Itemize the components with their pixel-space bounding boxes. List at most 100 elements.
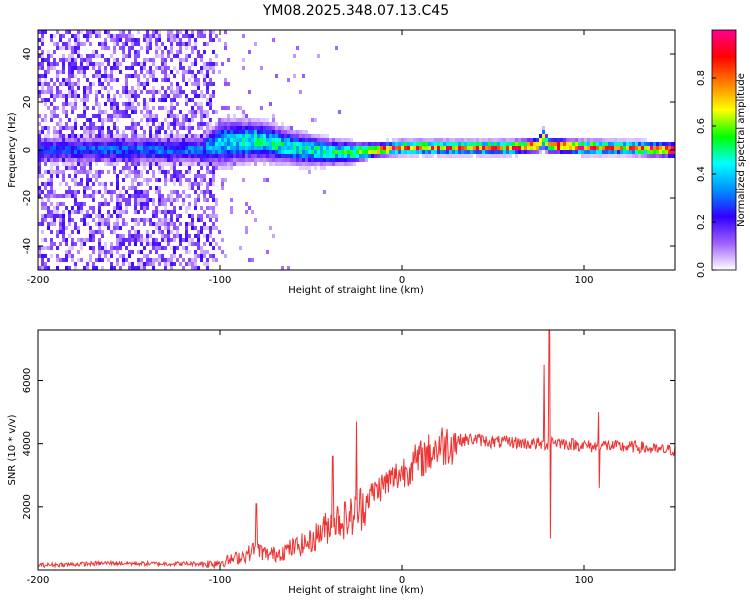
spectrogram-cell-2219 xyxy=(230,146,233,150)
spectrogram-cell-80 xyxy=(44,102,47,106)
spectrogram-cell-1374 xyxy=(152,174,155,178)
spectrogram-cell-2614 xyxy=(329,162,332,166)
spectrogram-cell-2411 xyxy=(272,118,275,122)
spectrogram-cell-2947 xyxy=(530,138,533,142)
spectrogram-cell-2160 xyxy=(221,134,224,138)
spectrogram-cell-405 xyxy=(71,146,74,150)
spectrogram-cell-2852 xyxy=(467,154,470,158)
spectrogram-cell-1009 xyxy=(122,210,125,214)
spectrogram-cell-1100 xyxy=(131,102,134,106)
spectrogram-cell-1914 xyxy=(197,158,200,162)
spectrogram-cell-1277 xyxy=(146,34,149,38)
spectrogram-cell-3070 xyxy=(611,142,614,146)
spectrogram-cell-2847 xyxy=(464,154,467,158)
spectrogram-cell-2710 xyxy=(380,150,383,154)
spectrogram-cell-2272 xyxy=(242,114,245,118)
spectrogram-cell-940 xyxy=(116,210,119,214)
spectrogram-cell-2616 xyxy=(332,142,335,146)
spectrogram-cell-369 xyxy=(68,162,71,166)
spectrogram-cell-1820 xyxy=(188,242,191,246)
spectrogram-cell-387 xyxy=(71,54,74,58)
snr-frame xyxy=(37,329,676,571)
spectrogram-cell-525 xyxy=(80,246,83,250)
spectrogram-cell-1798 xyxy=(188,126,191,130)
spectrogram-cell-680 xyxy=(95,114,98,118)
spectrogram-cell-1682 xyxy=(176,214,179,218)
spectrogram-cell-1208 xyxy=(140,62,143,66)
spectrogram-cell-3154 xyxy=(665,146,668,150)
spectrogram-cell-2050 xyxy=(209,98,212,102)
spectrogram-cell-1109 xyxy=(131,142,134,146)
spectrogram-cell-1977 xyxy=(203,94,206,98)
spectrogram-cell-861 xyxy=(110,162,113,166)
spectrogram-cell-726 xyxy=(98,182,101,186)
spectrogram-cell-1192 xyxy=(137,182,140,186)
spectrogram-cell-2867 xyxy=(479,138,482,142)
spectrogram-cell-1951 xyxy=(200,154,203,158)
spectrogram-cell-2247 xyxy=(236,138,239,142)
spectrogram-cell-2968 xyxy=(542,142,545,146)
spectrogram-cell-933 xyxy=(116,178,119,182)
spectrogram-cell-2270 xyxy=(242,66,245,70)
spectrogram-cell-1229 xyxy=(140,198,143,202)
spectrogram-cell-2465 xyxy=(284,154,287,158)
spectrogram-cell-2683 xyxy=(362,146,365,150)
spectrogram-cell-710 xyxy=(98,102,101,106)
spectrogram-cell-2297 xyxy=(245,158,248,162)
spectrogram-cell-2157 xyxy=(221,122,224,126)
spectrogram-cell-1972 xyxy=(203,62,206,66)
spectrogram-cell-669 xyxy=(95,30,98,34)
spectrogram-cell-2622 xyxy=(335,46,338,50)
spectrogram-cell-574 xyxy=(86,94,89,98)
spectrogram-cell-292 xyxy=(62,146,65,150)
spectrogram-cell-685 xyxy=(95,146,98,150)
spectrogram-cell-93 xyxy=(44,182,47,186)
spectrogram-cell-2433 xyxy=(275,154,278,158)
spectrogram-cell-1346 xyxy=(149,242,152,246)
spectrogram-cell-792 xyxy=(104,150,107,154)
spectrogram-cell-47 xyxy=(41,118,44,122)
spectrogram-cell-1196 xyxy=(137,202,140,206)
spectrogram-cell-2978 xyxy=(548,150,551,154)
spectrogram-cell-434 xyxy=(74,94,77,98)
spectrogram-cell-1085 xyxy=(128,242,131,246)
spectrogram-cell-2814 xyxy=(446,142,449,146)
spectrogram-cell-2922 xyxy=(512,138,515,142)
spectrogram-cell-1074 xyxy=(128,162,131,166)
spectrogram-cell-1763 xyxy=(185,114,188,118)
spectrogram-cell-2202 xyxy=(227,130,230,134)
spectrogram-cell-2480 xyxy=(290,126,293,130)
spectrogram-cell-142 xyxy=(50,62,53,66)
spectrogram-cell-2290 xyxy=(245,130,248,134)
spectrogram-cell-2065 xyxy=(209,170,212,174)
spectrogram-cell-806 xyxy=(104,254,107,258)
spectrogram-cell-2124 xyxy=(215,146,218,150)
spectrogram-cell-1790 xyxy=(188,54,191,58)
spectrogram-cell-2220 xyxy=(230,150,233,154)
spectrogram-cell-3076 xyxy=(614,146,617,150)
spectrogram-cell-2566 xyxy=(314,146,317,150)
spectrogram-cell-2752 xyxy=(407,146,410,150)
spectrogram-cell-1353 xyxy=(152,62,155,66)
spectrogram-cell-3114 xyxy=(638,138,641,142)
spectrogram-cell-2475 xyxy=(287,150,290,154)
spectrogram-cell-1197 xyxy=(137,210,140,214)
spectrogram-cell-2257 xyxy=(239,126,242,130)
spectrogram-cell-268 xyxy=(59,218,62,222)
spectrogram-cell-139 xyxy=(50,34,53,38)
spectrogram-cell-2973 xyxy=(545,146,548,150)
spectrogram-cell-1836 xyxy=(191,114,194,118)
spectrogram-cell-393 xyxy=(71,82,74,86)
spectrogram-cell-446 xyxy=(74,154,77,158)
spectrogram-cell-286 xyxy=(62,106,65,110)
snr-x-tick-label: 0 xyxy=(399,575,405,586)
spectrogram-cell-2526 xyxy=(302,142,305,146)
spectrogram-cell-1646 xyxy=(173,234,176,238)
spectrogram-cell-805 xyxy=(104,250,107,254)
spectrogram-cell-2236 xyxy=(233,146,236,150)
spectrogram-cell-1990 xyxy=(203,174,206,178)
spectrogram-cell-966 xyxy=(119,154,122,158)
spectrogram-cell-1072 xyxy=(128,154,131,158)
spectrogram-cell-217 xyxy=(56,94,59,98)
spectrogram-cell-130 xyxy=(47,198,50,202)
